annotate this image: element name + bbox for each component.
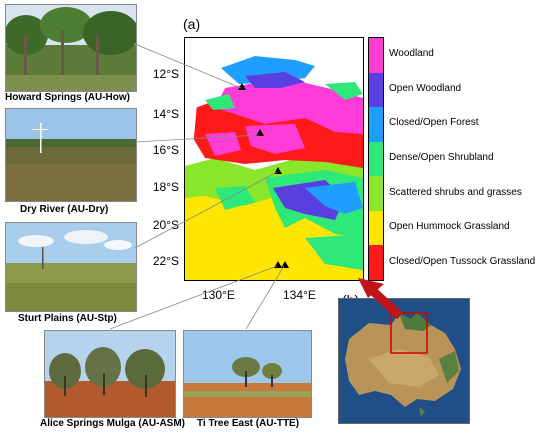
legend-label-0: Woodland (389, 48, 434, 60)
legend-swatch-5 (369, 210, 383, 246)
legend-label-4: Scattered shrubs and grasses (389, 186, 522, 198)
caption-howard-springs: Howard Springs (AU-How) (5, 92, 130, 103)
legend-colorbar (368, 37, 384, 281)
study-area-box (390, 312, 428, 354)
legend-swatch-2 (369, 107, 383, 142)
photo-dry-river (5, 108, 137, 202)
photo-howard-springs (5, 4, 137, 92)
lat-label-20s: 20°S (152, 218, 179, 232)
caption-alice-springs-mulga: Alice Springs Mulga (AU-ASM) (40, 418, 186, 429)
legend-swatch-1 (369, 72, 383, 108)
legend-label-5: Open Hummock Grassland (389, 221, 510, 233)
caption-sturt-plains: Sturt Plains (AU-Stp) (18, 313, 117, 324)
lat-label-18s: 18°S (152, 180, 179, 194)
arrow-head (358, 278, 384, 298)
photo-ti-tree-east (183, 330, 312, 418)
caption-dry-river: Dry River (AU-Dry) (20, 204, 109, 215)
vegetation-map (184, 37, 364, 281)
lat-label-12s: 12°S (152, 67, 179, 81)
region-woodland (215, 78, 363, 134)
region-forest (305, 182, 363, 214)
lon-label-130e: 130°E (202, 288, 235, 302)
legend-label-3: Dense/Open Shrubland (389, 152, 494, 163)
legend-label-2: Closed/Open Forest (389, 117, 479, 129)
lon-label-134e: 134°E (283, 288, 316, 302)
site-marker-dry-river (256, 129, 264, 136)
legend-swatch-3 (369, 141, 383, 177)
photo-alice-springs-mulga (44, 330, 176, 418)
caption-ti-tree-east: Ti Tree East (AU-TTE) (197, 418, 300, 429)
australia-inset-map (338, 298, 470, 424)
lat-label-14s: 14°S (152, 107, 179, 121)
legend-swatch-4 (369, 176, 383, 211)
legend-label-1: Open Woodland (389, 82, 462, 94)
legend-swatch-0 (369, 38, 383, 73)
legend-swatch-6 (369, 245, 383, 280)
panel-a-label: (a) (183, 16, 201, 32)
legend-label-6: Closed/Open Tussock Grassland (389, 255, 536, 267)
lat-label-22s: 22°S (152, 254, 179, 268)
lat-label-16s: 16°S (152, 143, 179, 157)
photo-sturt-plains (5, 222, 137, 312)
